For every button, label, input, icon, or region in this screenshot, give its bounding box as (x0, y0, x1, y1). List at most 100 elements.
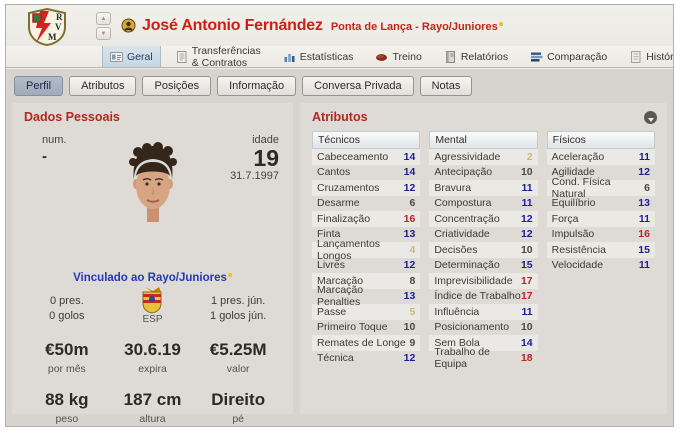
contract-expiry-label: expira (138, 363, 167, 375)
subtab-atributos[interactable]: Atributos (69, 76, 137, 96)
weight-label: peso (55, 413, 79, 425)
comparison-icon (530, 51, 543, 63)
tab-transferencias-contratos[interactable]: Transferências & Contratos (167, 44, 269, 69)
attribute-column-header: Físicos (546, 131, 655, 149)
tab-treino[interactable]: Treino (367, 46, 429, 67)
attribute-row: Marcação 8 (312, 273, 421, 289)
squad-number-block: num. - (42, 134, 66, 165)
attribute-column-header: Técnicos (312, 131, 421, 149)
tab-label: Histórico (646, 50, 674, 63)
attribute-row: Desarme 6 (312, 196, 420, 212)
tab-label: Transferências & Contratos (191, 44, 261, 69)
attribute-label: Finalização (317, 212, 371, 225)
club-crest-icon: R V M (28, 8, 66, 46)
sub-tab-bar: Perfil Atributos Posições Informação Convers… (14, 76, 667, 96)
attribute-label: Sem Bola (434, 336, 480, 349)
page-title-player-name: José Antonio Fernández (142, 16, 323, 34)
foot-label: pé (232, 413, 244, 425)
attribute-value: 12 (520, 212, 533, 225)
attribute-row: Aceleração 11 (546, 149, 655, 165)
attribute-value: 11 (521, 181, 533, 194)
attribute-value: 17 (520, 274, 533, 287)
subtab-posicoes[interactable]: Posições (142, 76, 212, 96)
physical-row: 88 kg peso 187 cm altura Direito pé (24, 390, 281, 425)
attribute-value: 11 (521, 305, 533, 318)
attribute-row: Sem Bola 14 (429, 335, 538, 351)
attribute-row: Força 11 (546, 211, 655, 227)
attribute-label: Índice de Trabalho (434, 290, 521, 303)
attribute-row: Cabeceamento 14 (312, 149, 421, 165)
attribute-row: Cond. Física Natural 6 (546, 176, 655, 200)
tab-label: Estatísticas (299, 50, 354, 63)
attribute-value: 12 (403, 352, 416, 365)
note-dot-icon (227, 273, 232, 277)
note-dot-icon (498, 22, 503, 26)
attribute-value: 13 (403, 290, 416, 303)
contract-icon (175, 50, 188, 63)
subtab-notas[interactable]: Notas (419, 76, 473, 96)
attribute-value: 14 (403, 150, 416, 163)
attribute-row: Trabalho de Equipa 18 (429, 346, 537, 370)
attributes-panel-title: Atributos (312, 110, 368, 124)
attribute-value: 18 (520, 352, 533, 365)
attribute-value: 13 (403, 228, 416, 241)
subtab-perfil[interactable]: Perfil (14, 76, 64, 96)
player-stepper: ▲ ▼ (96, 12, 111, 40)
tab-geral[interactable]: Geral (102, 46, 161, 67)
attribute-label: Aceleração (551, 150, 605, 163)
attribute-value: 11 (638, 212, 650, 225)
attribute-label: Decisões (434, 243, 478, 256)
attribute-row: Compostura 11 (429, 196, 537, 212)
junior-apps: 1 pres. jún. (210, 295, 266, 307)
height-value: 187 cm (123, 390, 182, 409)
personal-data-panel: Dados Pessoais num. - idade 19 31.7.1997 (12, 103, 293, 425)
age-block: idade 19 31.7.1997 (230, 134, 279, 182)
attribute-row: Agressividade 2 (429, 149, 538, 165)
attribute-row: Agilidade 12 (547, 165, 655, 181)
attribute-value: 11 (638, 259, 650, 272)
attribute-value: 10 (520, 243, 533, 256)
attribute-row: Finalização 16 (312, 211, 421, 227)
squad-number-value: - (42, 148, 47, 165)
caps-goals-row: 0 pres. 0 golos ESP (24, 287, 281, 325)
attribute-label: Primeiro Toque (317, 321, 388, 334)
attribute-row: Marcação Penalties 13 (312, 284, 420, 308)
stats-icon (283, 51, 296, 63)
wage-label: por mês (47, 363, 86, 375)
attribute-value: 4 (409, 243, 416, 256)
affiliation-link[interactable]: Vinculado ao Rayo/Juniores (24, 272, 281, 284)
attribute-label: Equilíbrio (551, 197, 596, 210)
attribute-value: 11 (638, 150, 650, 163)
previous-player-button[interactable]: ▲ (96, 12, 111, 25)
attribute-label: Marcação (317, 274, 364, 287)
nation-code: ESP (142, 314, 163, 325)
attribute-label: Agressividade (434, 150, 501, 163)
history-icon (629, 50, 642, 63)
tab-historico[interactable]: Histórico (621, 46, 674, 67)
personal-panel-title: Dados Pessoais (24, 110, 120, 124)
subtab-conversa-privada[interactable]: Conversa Privada (302, 76, 414, 96)
tab-relatorios[interactable]: Relatórios (436, 46, 516, 67)
collapse-panel-button[interactable] (644, 111, 657, 124)
subtab-informacao[interactable]: Informação (217, 76, 297, 96)
attribute-row: Cantos 14 (312, 165, 420, 181)
attribute-value: 12 (403, 181, 416, 194)
attribute-value: 5 (409, 305, 416, 318)
tab-label: Relatórios (460, 50, 509, 63)
attribute-row: Passe 5 (312, 304, 421, 320)
attribute-label: Lançamentos Longos (317, 237, 381, 262)
next-player-button[interactable]: ▼ (96, 27, 111, 40)
junior-goals: 1 golos jún. (210, 310, 267, 322)
attribute-label: Imprevisibilidade (434, 274, 513, 287)
attribute-column-header: Mental (429, 131, 538, 149)
attribute-label: Marcação Penalties (317, 284, 364, 309)
training-icon (375, 51, 388, 63)
attribute-row: Posicionamento 10 (429, 320, 537, 336)
tab-comparacao[interactable]: Comparação (522, 46, 615, 67)
tab-estatisticas[interactable]: Estatísticas (275, 46, 362, 67)
attribute-row: Concentração 12 (429, 211, 538, 227)
attribute-row: Índice de Trabalho 17 (429, 289, 537, 305)
attribute-value: 8 (409, 274, 416, 287)
attribute-row: Imprevisibilidade 17 (429, 273, 538, 289)
attribute-row: Remates de Longe 9 (312, 335, 421, 351)
